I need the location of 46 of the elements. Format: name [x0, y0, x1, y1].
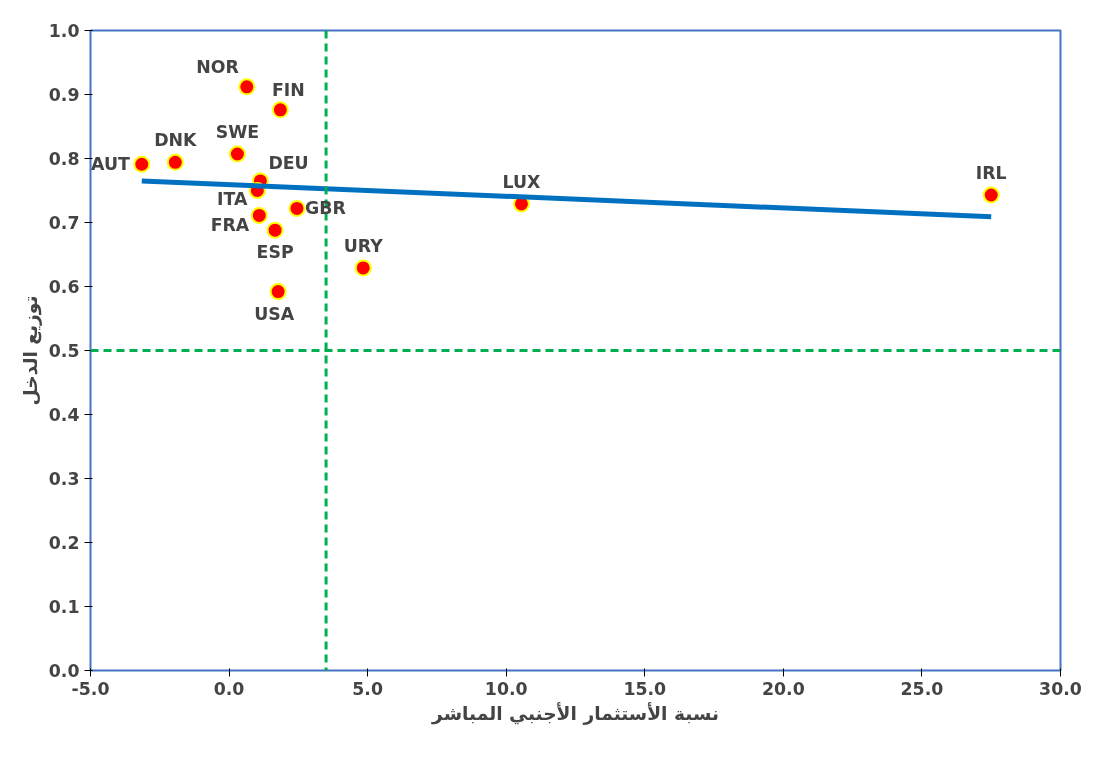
annotation: AUT [91, 154, 130, 175]
x-axis-title: نسبة الأستثمار الأجنبي المباشر [431, 701, 719, 725]
y-tick-label: 0.9 [48, 85, 80, 105]
point [271, 101, 289, 119]
y-tick-label: 0.4 [48, 405, 80, 425]
point [354, 259, 372, 277]
y-tick-label: 0.8 [48, 149, 80, 169]
point [288, 199, 306, 217]
x-tick-label: 5.0 [352, 678, 383, 699]
y-tick-label: 0.5 [48, 341, 80, 361]
annotation: GBR [304, 198, 346, 219]
y-tick-label: 1.0 [48, 21, 80, 41]
annotation: FRA [210, 215, 250, 236]
point [133, 155, 151, 173]
annotation: ITA [217, 188, 248, 209]
annotation: URY [343, 235, 384, 256]
x-tick-label: 15.0 [623, 678, 667, 699]
y-axis-title: توزيع الدخل [19, 295, 42, 406]
annotation: SWE [215, 122, 260, 143]
point [238, 78, 256, 96]
x-tick-label: 30.0 [1039, 678, 1082, 699]
annotation: NOR [196, 56, 239, 77]
annotation: DNK [154, 130, 198, 151]
y-tick-label: 0.1 [48, 597, 80, 617]
point [166, 153, 184, 171]
annotation: IRL [975, 162, 1007, 183]
point [228, 145, 246, 163]
point [250, 206, 268, 224]
point [266, 221, 284, 239]
x-tick-label: -5.0 [71, 678, 110, 699]
x-tick-label: 25.0 [900, 678, 944, 699]
annotation: FIN [271, 79, 305, 100]
annotation: ESP [256, 242, 294, 263]
y-tick-label: 0.2 [48, 533, 80, 553]
annotation: USA [254, 303, 295, 324]
point [269, 283, 287, 301]
y-tick-label: 0.3 [48, 469, 80, 489]
x-tick-label: 20.0 [761, 678, 805, 699]
point [982, 186, 1000, 204]
y-tick-label: 0.0 [48, 661, 80, 681]
y-tick-label: 0.6 [48, 277, 80, 297]
x-tick-label: 10.0 [484, 678, 528, 699]
annotation: DEU [268, 152, 309, 173]
annotation: LUX [502, 171, 542, 192]
x-tick-label: 0.0 [213, 678, 245, 699]
y-tick-label: 0.7 [48, 213, 80, 233]
